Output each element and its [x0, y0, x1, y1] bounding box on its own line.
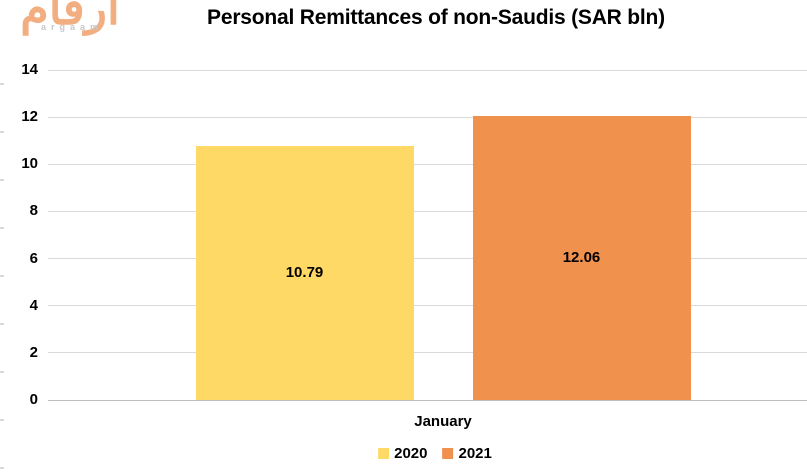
x-axis-baseline — [48, 399, 807, 401]
y-gridline — [48, 258, 807, 260]
bar-data-label: 12.06 — [562, 248, 601, 266]
y-axis-tick-label: 14 — [21, 61, 38, 78]
argaam-logo: أرقام argaam — [8, 0, 132, 32]
y-axis-tick-label: 10 — [21, 155, 38, 173]
edge-minor-tick — [0, 131, 4, 133]
y-gridline — [48, 352, 807, 354]
bar-2020 — [195, 145, 414, 400]
y-axis-tick-label: 8 — [29, 202, 38, 220]
edge-minor-tick — [0, 227, 4, 229]
legend-label: 2021 — [458, 445, 492, 462]
legend-swatch — [442, 448, 454, 459]
edge-minor-tick — [0, 371, 4, 373]
legend-label: 2020 — [394, 445, 428, 462]
y-axis-tick-label: 12 — [21, 108, 38, 126]
edge-minor-tick — [0, 83, 4, 85]
y-gridline — [48, 163, 807, 165]
y-axis-tick-label: 0 — [29, 391, 38, 408]
y-axis-tick-label: 2 — [29, 343, 38, 361]
y-gridline — [48, 305, 807, 307]
bar-data-label: 10.79 — [285, 263, 324, 281]
edge-minor-tick — [0, 323, 4, 325]
bar-2021 — [472, 115, 691, 400]
argaam-logo-latin-text: argaam — [40, 22, 104, 33]
y-gridline — [48, 116, 807, 118]
y-axis-tick-label: 4 — [29, 296, 38, 314]
chart-title: Personal Remittances of non-Saudis (SAR … — [207, 6, 665, 29]
edge-minor-tick — [0, 467, 4, 469]
chart-legend: 2020 2021 — [378, 445, 492, 462]
argaam-logo-arabic-text: أرقام — [20, 0, 120, 34]
y-axis-tick-label: 6 — [29, 249, 38, 267]
y-gridline — [48, 210, 807, 212]
legend-swatch — [378, 448, 390, 459]
edge-minor-tick — [0, 275, 4, 277]
legend-item-2021: 2021 — [442, 445, 492, 462]
edge-minor-tick — [0, 179, 4, 181]
y-gridline — [48, 69, 807, 71]
edge-minor-tick — [0, 419, 4, 421]
x-axis-category-label: January — [414, 413, 472, 430]
legend-item-2020: 2020 — [378, 445, 428, 462]
